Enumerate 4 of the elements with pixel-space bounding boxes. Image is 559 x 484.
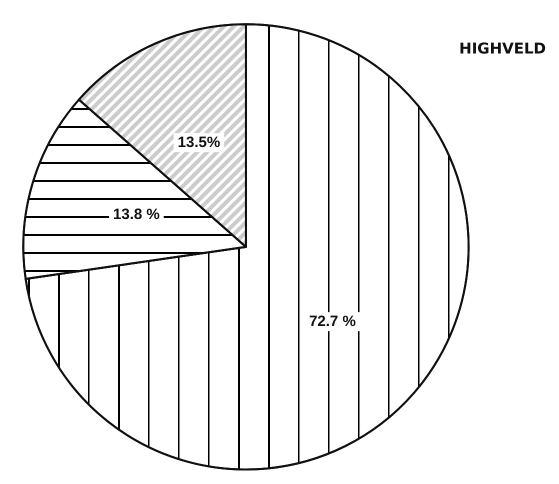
- data-label: 13.5%: [178, 134, 220, 152]
- text: HIGHVELD: [459, 40, 546, 58]
- data-label: 13.8 %: [113, 206, 160, 223]
- data-label: 72.7 %: [309, 313, 356, 330]
